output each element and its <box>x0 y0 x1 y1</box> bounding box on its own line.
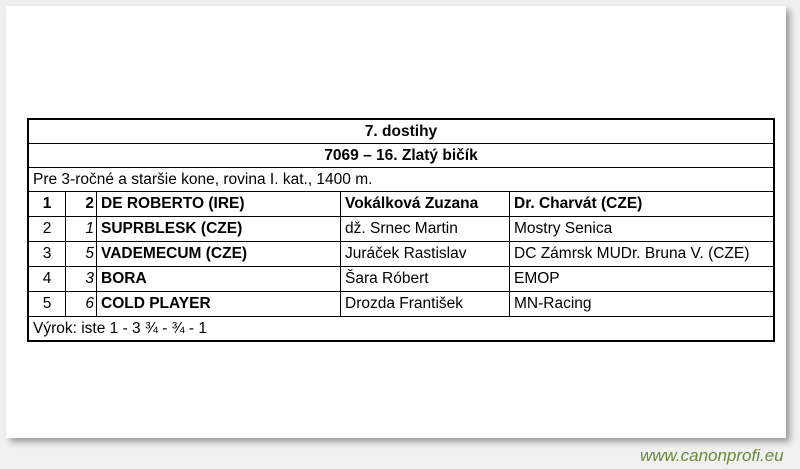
race-result: Výrok: iste 1 - 3 ¾ - ¾ - 1 <box>27 316 775 342</box>
owner: MN-Racing <box>509 291 775 317</box>
owner: Mostry Senica <box>509 216 775 242</box>
race-subtitle: 7069 – 16. Zlatý bičík <box>27 143 775 168</box>
start-number: 3 <box>65 266 97 292</box>
position: 3 <box>27 241 66 267</box>
jockey: dž. Srnec Martin <box>340 216 510 242</box>
jockey: Vokálková Zuzana <box>340 191 510 217</box>
jockey: Drozda František <box>340 291 510 317</box>
start-number: 6 <box>65 291 97 317</box>
owner: DC Zámrsk MUDr. Bruna V. (CZE) <box>509 241 775 267</box>
jockey: Juráček Rastislav <box>340 241 510 267</box>
horse-name: COLD PLAYER <box>96 291 341 317</box>
table-row: 4 3 BORA Šara Róbert EMOP <box>27 266 775 292</box>
position: 4 <box>27 266 66 292</box>
start-number: 5 <box>65 241 97 267</box>
jockey: Šara Róbert <box>340 266 510 292</box>
horse-name: BORA <box>96 266 341 292</box>
owner: EMOP <box>509 266 775 292</box>
watermark: www.canonprofi.eu <box>640 446 784 465</box>
start-number: 1 <box>65 216 97 242</box>
start-number: 2 <box>65 191 97 217</box>
horse-name: VADEMECUM (CZE) <box>96 241 341 267</box>
race-description: Pre 3-ročné a staršie kone, rovina I. ka… <box>27 167 775 192</box>
table-row: 5 6 COLD PLAYER Drozda František MN-Raci… <box>27 291 775 317</box>
table-row: 2 1 SUPRBLESK (CZE) dž. Srnec Martin Mos… <box>27 216 775 242</box>
owner: Dr. Charvát (CZE) <box>509 191 775 217</box>
position: 5 <box>27 291 66 317</box>
table-row: 3 5 VADEMECUM (CZE) Juráček Rastislav DC… <box>27 241 775 267</box>
horse-name: DE ROBERTO (IRE) <box>96 191 341 217</box>
horse-name: SUPRBLESK (CZE) <box>96 216 341 242</box>
position: 2 <box>27 216 66 242</box>
table-row: 1 2 DE ROBERTO (IRE) Vokálková Zuzana Dr… <box>27 191 775 217</box>
race-title: 7. dostihy <box>27 118 775 144</box>
race-results-table: 7. dostihy 7069 – 16. Zlatý bičík Pre 3-… <box>27 118 775 342</box>
position: 1 <box>27 191 66 217</box>
